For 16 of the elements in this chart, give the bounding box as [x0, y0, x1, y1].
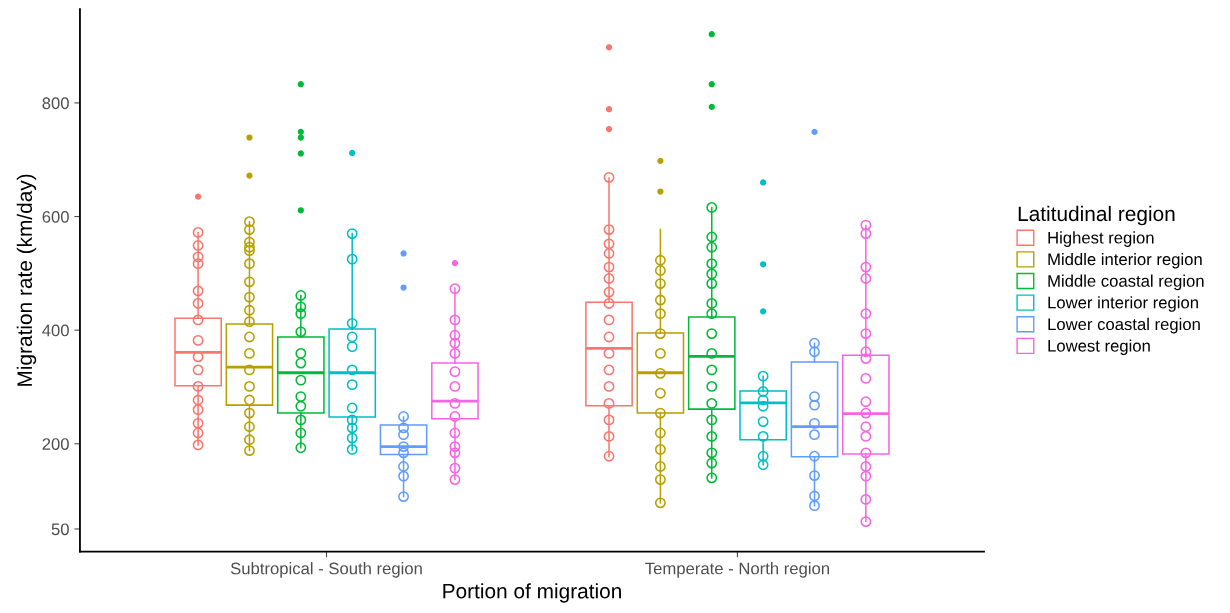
x-tick-label: Subtropical - South region	[230, 562, 422, 578]
legend-label: Lower coastal region	[1048, 317, 1200, 334]
legend-label: Lower interior region	[1048, 296, 1198, 312]
y-axis-title: Migration rate (km/day)	[16, 174, 37, 386]
legend-label: Lowest region	[1048, 339, 1150, 356]
y-tick-label: 800	[42, 97, 69, 110]
y-tick-label: 600	[42, 210, 69, 223]
x-tick-label: Temperate - North region	[645, 562, 829, 578]
x-axis-title: Portion of migration	[443, 583, 621, 603]
y-tick-label: 50	[51, 523, 69, 536]
y-tick-label: 400	[42, 324, 69, 337]
legend-label: Middle coastal region	[1048, 274, 1204, 291]
y-tick-label: 200	[42, 438, 69, 450]
legend-label: Highest region	[1048, 231, 1154, 247]
legend-title: Latitudinal region	[1018, 205, 1175, 226]
legend-label: Middle interior region	[1048, 253, 1202, 269]
